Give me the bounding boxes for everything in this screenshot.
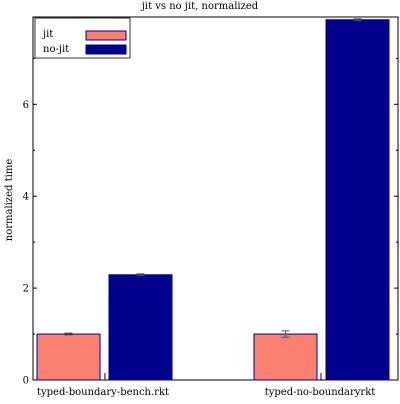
bar-jit: [36, 333, 101, 381]
y-axis-label: normalized time: [4, 159, 15, 242]
category-label: typed-no-boundaryrkt: [265, 387, 376, 398]
legend-label-jit: jit: [42, 29, 53, 40]
bar-no-jit: [108, 274, 173, 381]
bar-no-jit: [325, 19, 390, 381]
x-axis-categories: typed-boundary-bench.rkt typed-no-boundar…: [37, 373, 375, 398]
chart-title: jit vs no jit, normalized: [141, 1, 259, 12]
y-tick-label: 4: [23, 192, 29, 203]
legend-swatch-no-jit: [85, 44, 127, 55]
legend: jit no-jit: [34, 17, 131, 59]
bars: [36, 18, 390, 381]
y-tick-label: 6: [23, 100, 29, 111]
category-label: typed-boundary-bench.rkt: [37, 387, 169, 398]
y-tick-label: 0: [23, 376, 29, 387]
bar-jit: [253, 333, 318, 381]
legend-label-no-jit: no-jit: [43, 44, 69, 55]
y-axis-ticks: 0 2 4 6: [23, 57, 398, 387]
legend-swatch-jit: [85, 30, 127, 41]
y-tick-label: 2: [23, 284, 29, 295]
plot-frame: [32, 16, 399, 381]
